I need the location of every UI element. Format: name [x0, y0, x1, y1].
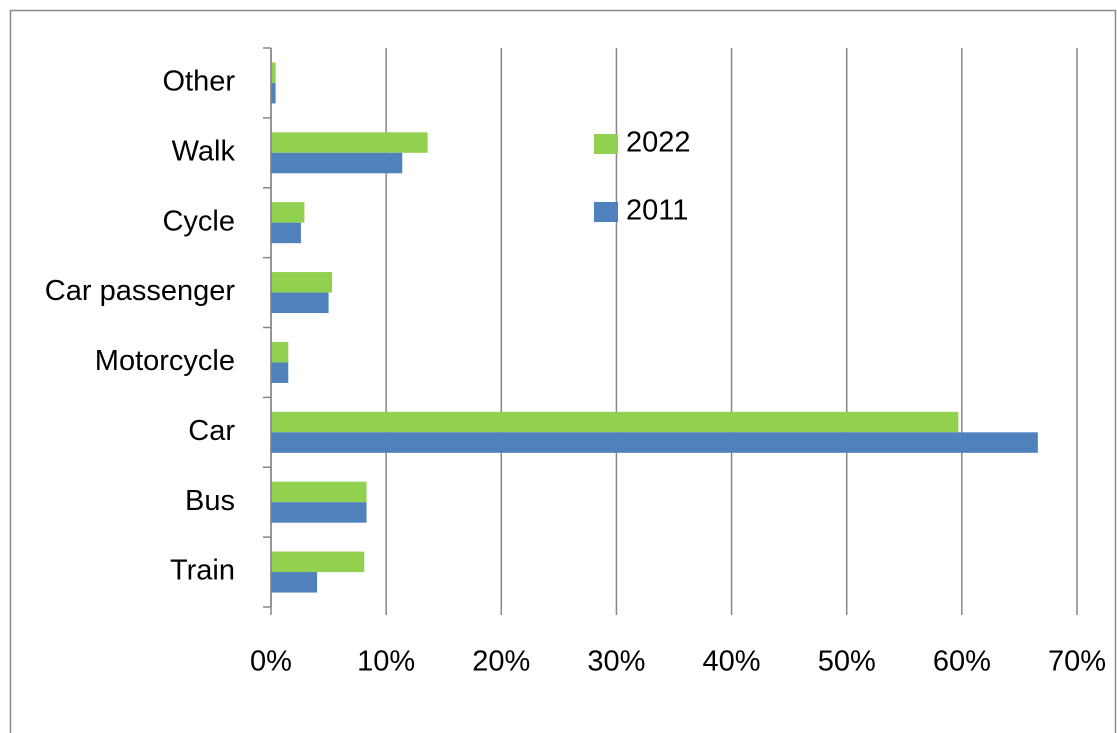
x-tick-label: 50% — [818, 646, 876, 678]
x-tick-label: 10% — [357, 646, 415, 678]
legend-swatch — [594, 134, 618, 154]
y-tick-label: Train — [170, 555, 235, 587]
x-tick-label: 20% — [472, 646, 530, 678]
y-tick-label: Walk — [172, 135, 236, 167]
y-tick-label: Car — [188, 415, 235, 447]
bar — [271, 222, 301, 244]
bar — [271, 572, 318, 593]
bar — [271, 502, 367, 523]
x-tick-label: 40% — [703, 646, 761, 678]
bar — [271, 272, 333, 293]
legend-label: 2022 — [626, 127, 691, 159]
bar — [271, 481, 367, 503]
bar — [271, 432, 1038, 453]
bar — [271, 62, 276, 83]
bar — [271, 82, 276, 104]
y-tick-label: Bus — [185, 485, 235, 517]
chart-frame — [9, 9, 1117, 733]
y-tick-label: Car passenger — [45, 275, 236, 307]
bar — [271, 341, 289, 363]
y-tick-label: Motorcycle — [95, 345, 235, 377]
x-tick-label: 60% — [933, 646, 991, 678]
legend-label: 2011 — [626, 195, 688, 227]
y-tick-label: Other — [162, 66, 235, 98]
x-tick-label: 30% — [587, 646, 645, 678]
x-tick-label: 0% — [250, 646, 292, 678]
bar — [271, 551, 365, 573]
bar — [271, 152, 403, 174]
bar — [271, 202, 305, 223]
legend-swatch — [594, 202, 618, 222]
bar — [271, 132, 428, 153]
x-tick-label: 70% — [1048, 646, 1106, 678]
bar — [271, 292, 329, 314]
y-tick-label: Cycle — [162, 205, 235, 237]
bar — [271, 362, 289, 383]
bar — [271, 411, 959, 433]
